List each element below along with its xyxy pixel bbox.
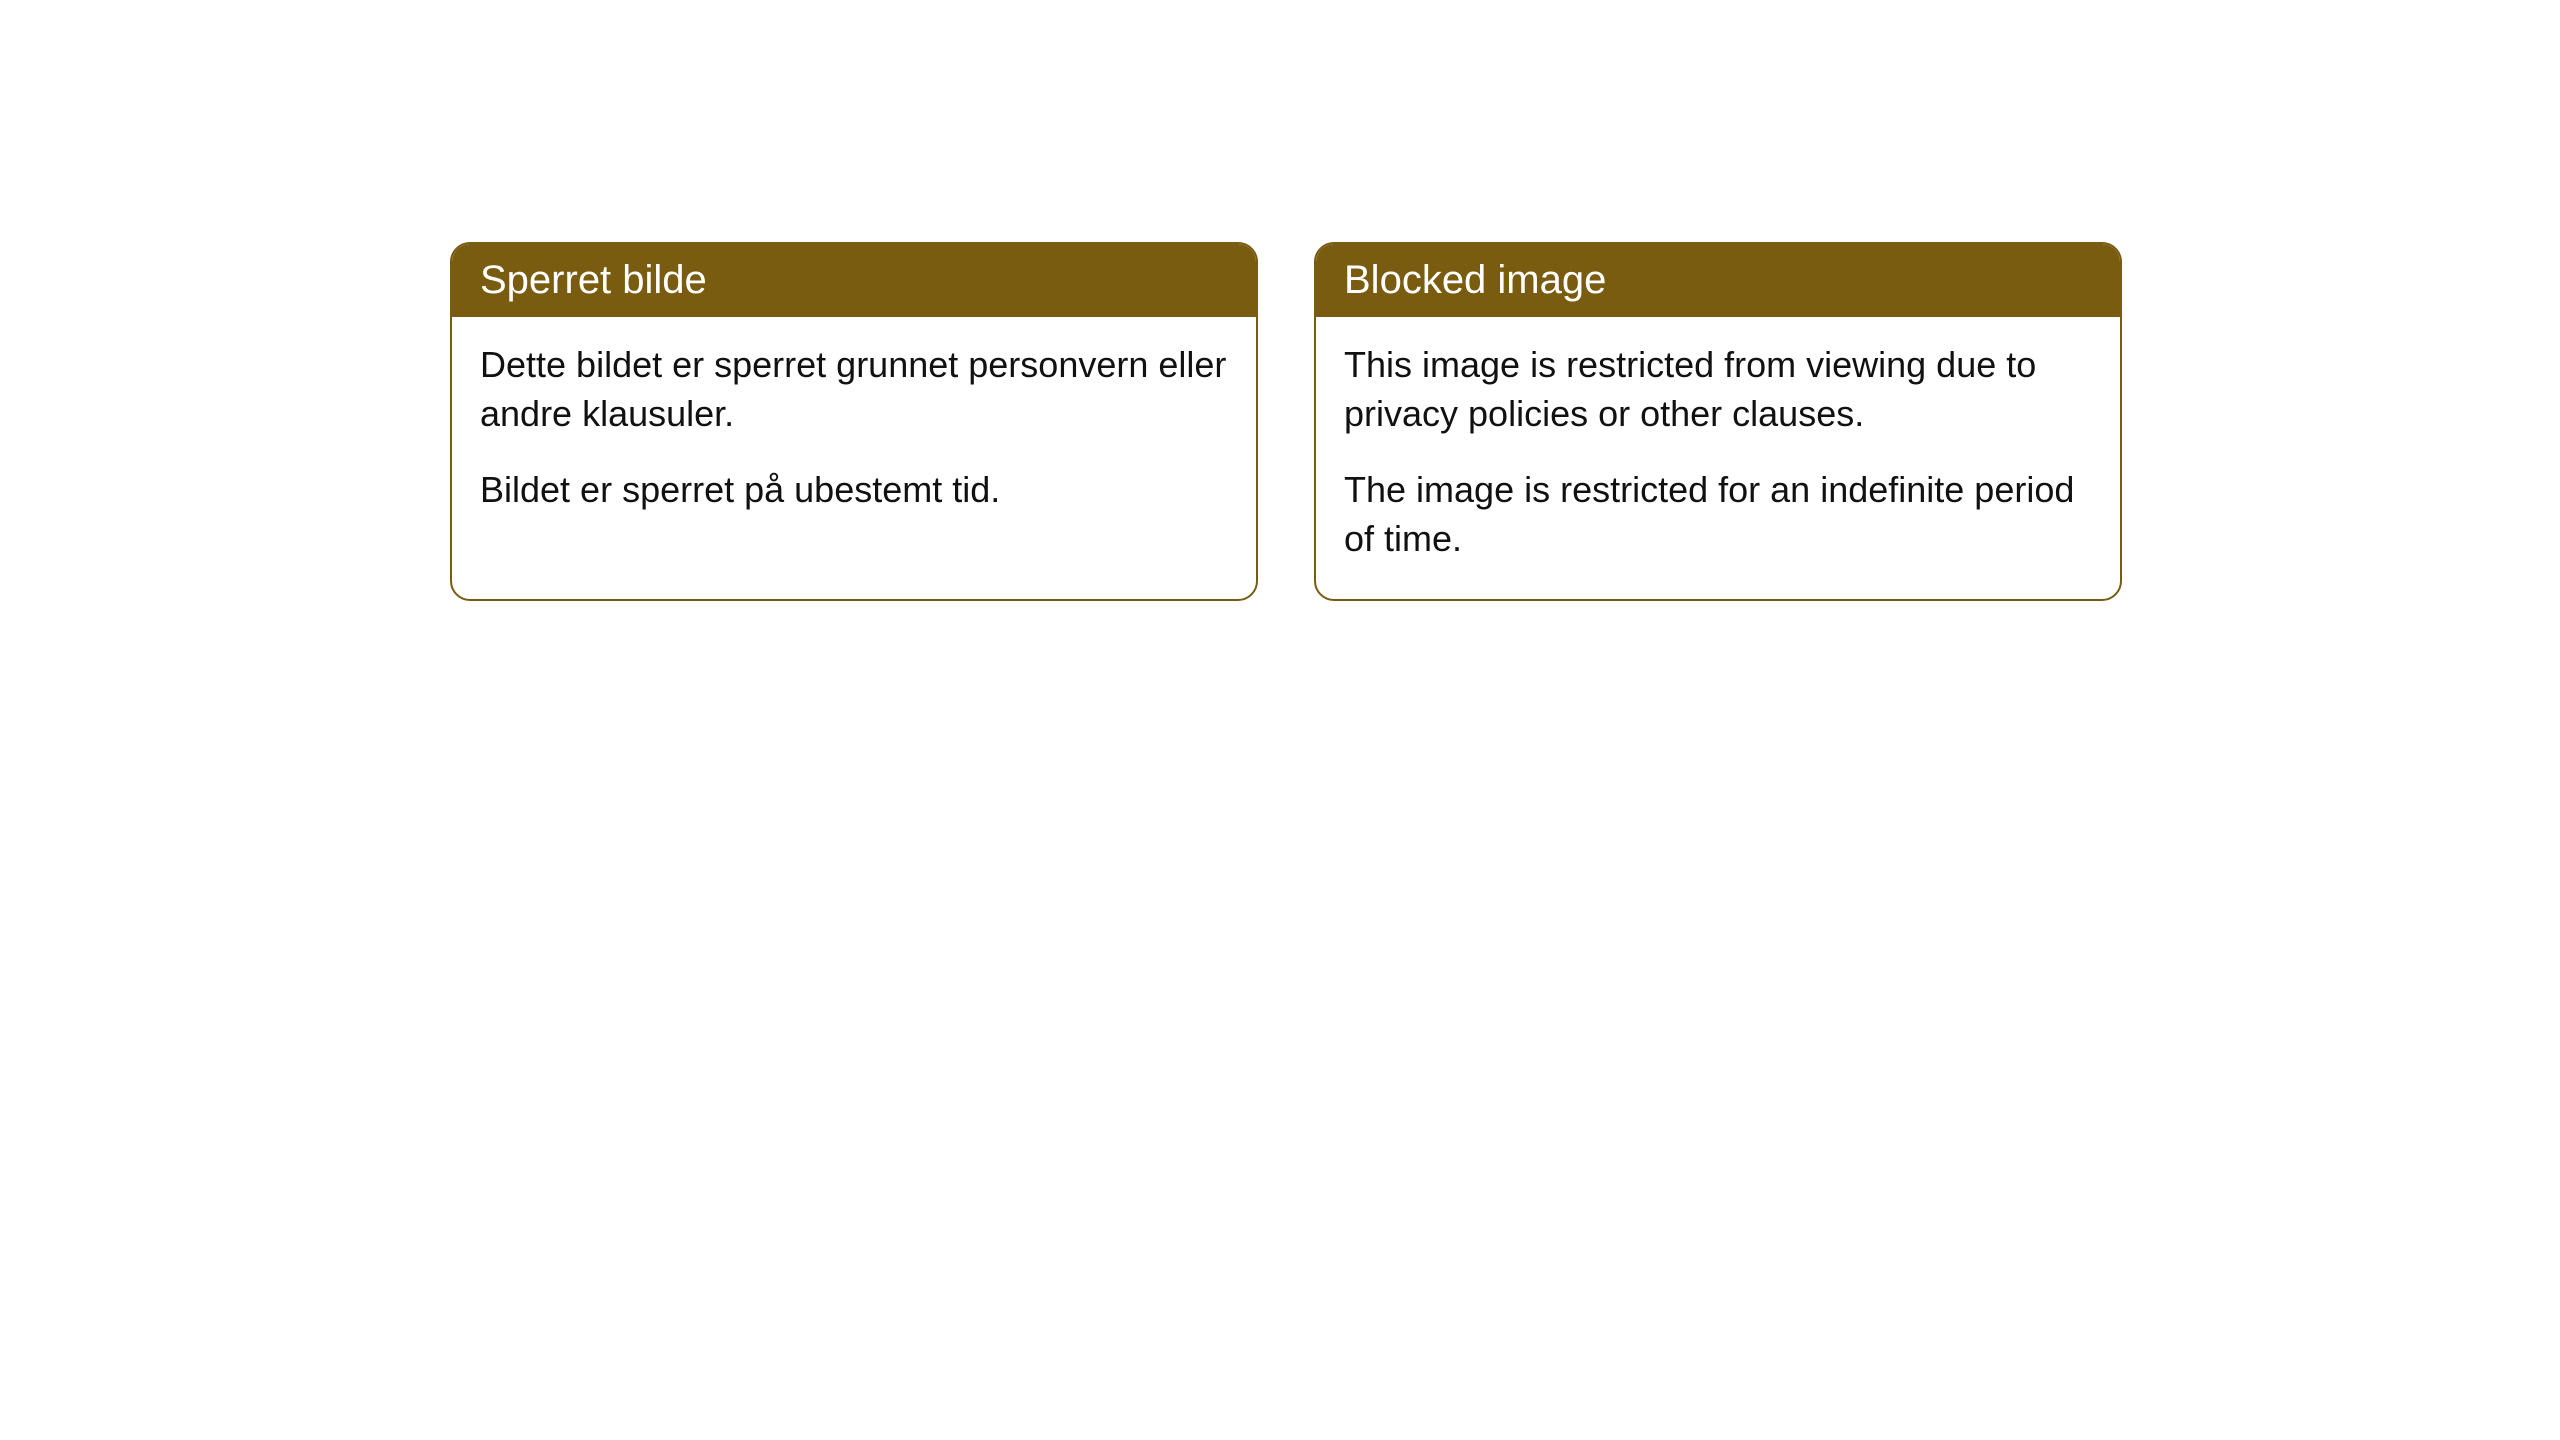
- blocked-image-card-norwegian: Sperret bilde Dette bildet er sperret gr…: [450, 242, 1258, 601]
- blocked-image-card-english: Blocked image This image is restricted f…: [1314, 242, 2122, 601]
- card-header-english: Blocked image: [1316, 244, 2120, 317]
- card-header-norwegian: Sperret bilde: [452, 244, 1256, 317]
- card-body-norwegian: Dette bildet er sperret grunnet personve…: [452, 317, 1256, 551]
- notice-cards-container: Sperret bilde Dette bildet er sperret gr…: [450, 242, 2122, 601]
- card-paragraph: The image is restricted for an indefinit…: [1344, 466, 2092, 563]
- card-body-english: This image is restricted from viewing du…: [1316, 317, 2120, 599]
- card-paragraph: This image is restricted from viewing du…: [1344, 341, 2092, 438]
- card-paragraph: Bildet er sperret på ubestemt tid.: [480, 466, 1228, 515]
- card-paragraph: Dette bildet er sperret grunnet personve…: [480, 341, 1228, 438]
